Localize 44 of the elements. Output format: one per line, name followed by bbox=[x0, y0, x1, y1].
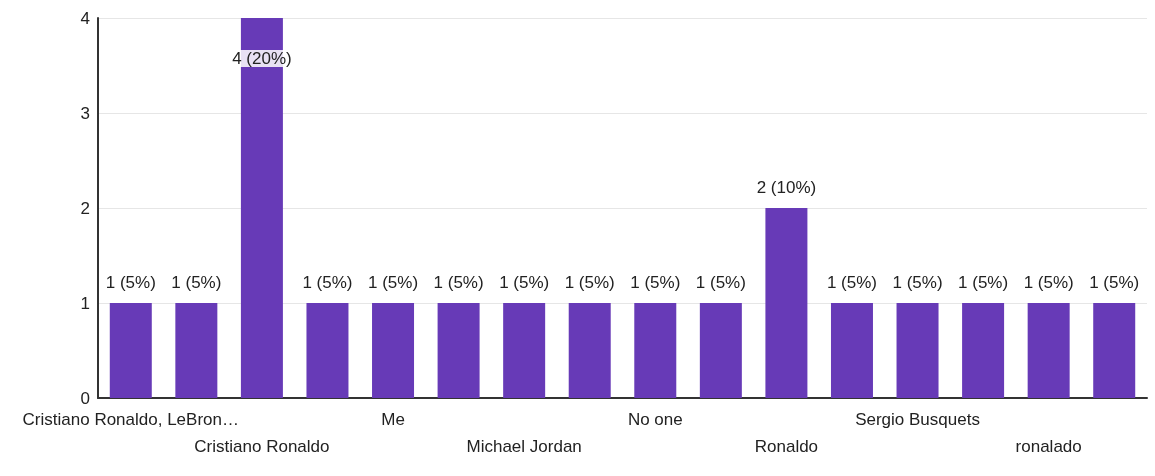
data-label: 1 (5%) bbox=[171, 273, 222, 292]
x-tick-label: Sergio Busquets bbox=[855, 410, 980, 429]
x-tick-label: No one bbox=[627, 410, 683, 429]
bar bbox=[306, 303, 349, 398]
y-tick-label: 3 bbox=[80, 103, 90, 123]
bar bbox=[896, 303, 939, 398]
data-label: 4 (20%) bbox=[232, 49, 292, 68]
bar bbox=[568, 303, 611, 398]
x-tick-label: ronalado bbox=[1015, 437, 1082, 456]
y-tick-label: 4 bbox=[80, 8, 90, 28]
bar bbox=[699, 303, 742, 398]
data-label: 1 (5%) bbox=[105, 273, 156, 292]
data-label: 1 (5%) bbox=[367, 273, 419, 292]
data-label: 1 (5%) bbox=[826, 273, 878, 292]
bar bbox=[175, 303, 218, 398]
data-label: 1 (5%) bbox=[958, 273, 1009, 292]
x-tick-label: Cristiano Ronaldo, LeBron… bbox=[22, 410, 239, 429]
bar bbox=[830, 303, 873, 398]
x-tick-label: Ronaldo bbox=[754, 437, 819, 456]
bar bbox=[765, 208, 808, 398]
bar bbox=[962, 303, 1005, 398]
bar bbox=[1027, 303, 1070, 398]
bar bbox=[372, 303, 415, 398]
data-label: 1 (5%) bbox=[630, 273, 681, 292]
y-tick-label: 2 bbox=[80, 198, 90, 218]
bar bbox=[503, 303, 546, 398]
x-tick-label: Me bbox=[381, 410, 405, 429]
bar bbox=[109, 303, 152, 398]
data-label: 1 (5%) bbox=[564, 273, 615, 292]
x-tick-label: Cristiano Ronaldo bbox=[194, 437, 330, 456]
y-tick-label: 1 bbox=[80, 293, 90, 313]
data-label: 2 (10%) bbox=[756, 178, 817, 197]
bar bbox=[437, 303, 480, 398]
data-label: 1 (5%) bbox=[302, 273, 353, 292]
bar bbox=[634, 303, 677, 398]
data-label: 1 (5%) bbox=[892, 273, 943, 292]
data-label: 1 (5%) bbox=[1023, 273, 1074, 292]
data-label: 1 (5%) bbox=[433, 273, 484, 292]
y-tick-label: 0 bbox=[80, 388, 90, 408]
x-tick-label: Michael Jordan bbox=[466, 437, 582, 456]
data-label: 1 (5%) bbox=[499, 273, 550, 292]
data-label: 1 (5%) bbox=[695, 273, 746, 292]
bar bbox=[1093, 303, 1136, 398]
data-label: 1 (5%) bbox=[1089, 273, 1140, 292]
